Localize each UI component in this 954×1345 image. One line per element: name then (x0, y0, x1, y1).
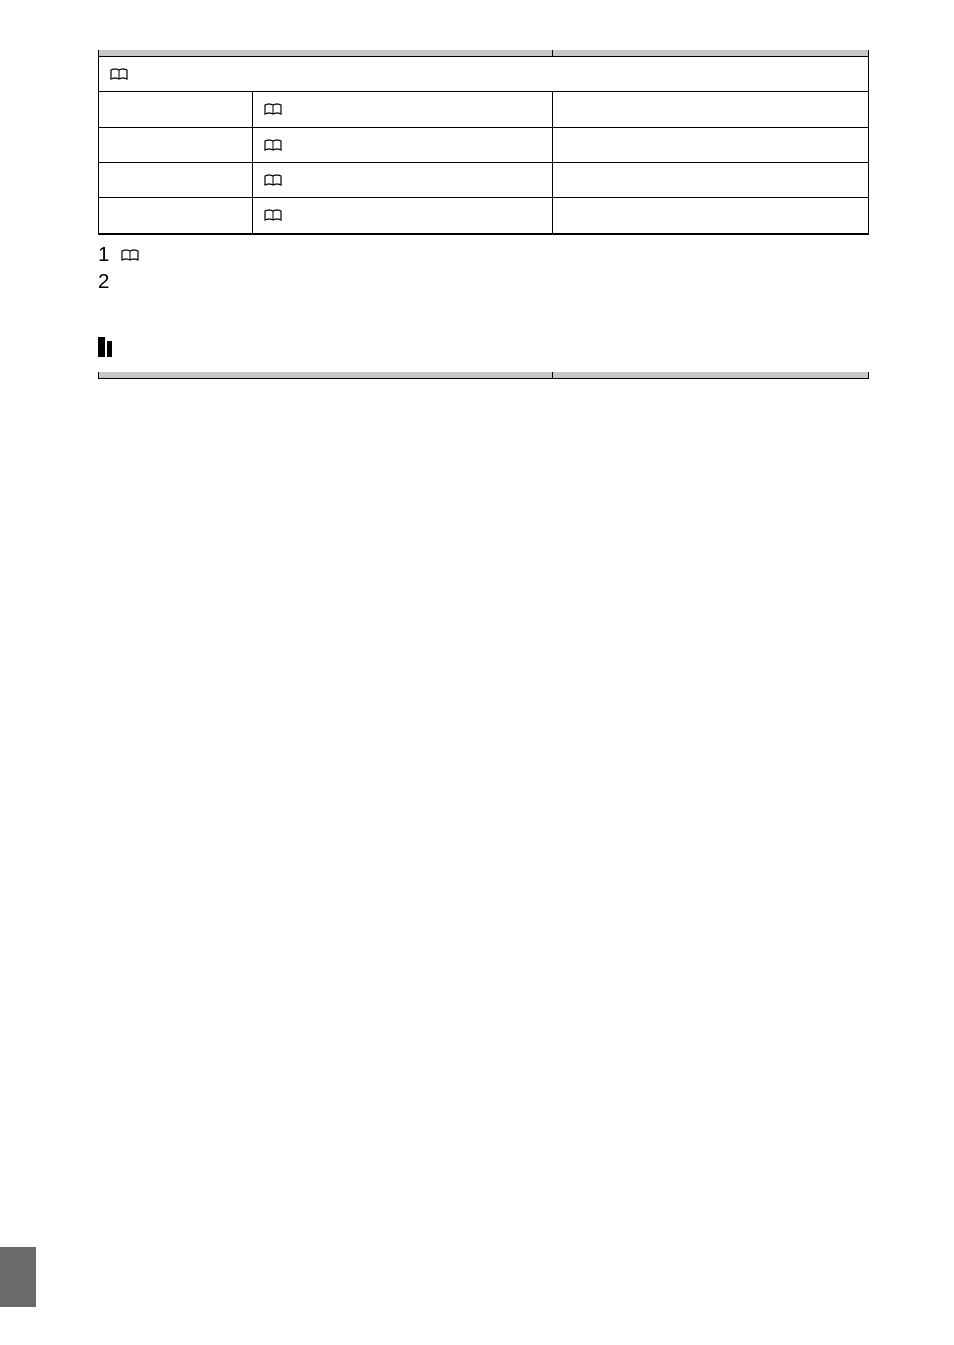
section-bars-icon (98, 337, 112, 357)
thumb-tab (0, 1247, 36, 1307)
th-default (553, 372, 869, 379)
footnote-2: 2 (98, 268, 869, 296)
book-icon (264, 139, 282, 152)
interval-table (98, 50, 869, 235)
book-icon (264, 103, 282, 116)
book-icon (264, 209, 282, 222)
book-icon (264, 174, 282, 187)
movie-menu-table (98, 372, 869, 379)
table-row (99, 92, 869, 127)
page-footer (0, 1247, 954, 1307)
book-icon (121, 249, 139, 262)
table-row (99, 127, 869, 162)
book-icon (110, 68, 128, 81)
section-heading (98, 330, 869, 362)
table-row (99, 198, 869, 234)
footnote-1: 1 (98, 241, 869, 269)
table-row (99, 163, 869, 198)
footnotes: 1 2 (98, 241, 869, 296)
section-row (99, 57, 869, 92)
th-option (99, 372, 553, 379)
